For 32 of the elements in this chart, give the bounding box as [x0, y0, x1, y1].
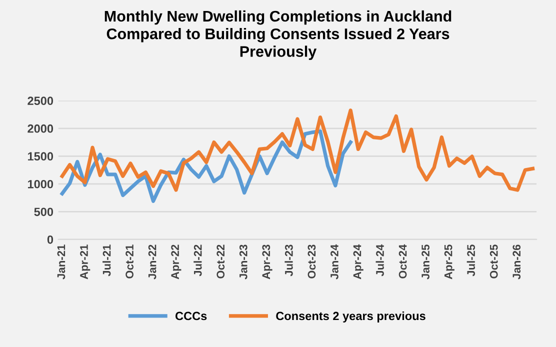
y-tick-label: 500 — [34, 208, 54, 216]
x-tick-label: Jul-21 — [102, 244, 111, 276]
y-tick-label: 0 — [47, 235, 54, 244]
legend-label: CCCs — [175, 312, 207, 320]
x-tick-label: Jan-24 — [330, 244, 338, 280]
x-tick-label: Oct-22 — [216, 244, 225, 278]
legend-label: Consents 2 years previous — [276, 311, 426, 322]
x-tick-label: Oct-21 — [126, 244, 134, 278]
line-series — [60, 129, 352, 203]
x-tick-label: Apr-22 — [171, 244, 182, 280]
x-tick-label: Apr-23 — [262, 244, 272, 280]
x-tick-label: Oct-24 — [398, 244, 407, 278]
chart-title: Monthly New Dwelling Completions in Auckland Compared to Building Consents Issued 2 Years Previously — [104, 10, 452, 60]
x-tick-label: Jan-25 — [422, 244, 430, 280]
y-tick-label: 2000 — [28, 124, 54, 133]
x-tick-label: Jul-24 — [376, 244, 384, 276]
y-tick-label: 1000 — [28, 180, 54, 188]
x-tick-label: Apr-24 — [353, 244, 364, 280]
x-tick-label: Jul-22 — [194, 244, 202, 276]
x-tick-label: Jul-25 — [466, 244, 476, 276]
line-series — [60, 108, 535, 192]
x-tick-label: Oct-25 — [490, 244, 498, 278]
x-tick-label: Jan-23 — [239, 244, 248, 280]
x-tick-label: Apr-21 — [80, 244, 90, 280]
y-tick-label: 1500 — [28, 152, 54, 161]
x-tick-label: Oct-23 — [308, 244, 316, 278]
x-tick-label: Jan-22 — [148, 244, 156, 280]
x-tick-label: Jan-26 — [512, 244, 521, 280]
x-tick-label: Jan-21 — [57, 244, 66, 280]
y-tick-label: 2500 — [28, 96, 54, 106]
x-tick-label: Jul-23 — [284, 244, 293, 276]
x-tick-label: Apr-25 — [444, 244, 454, 280]
